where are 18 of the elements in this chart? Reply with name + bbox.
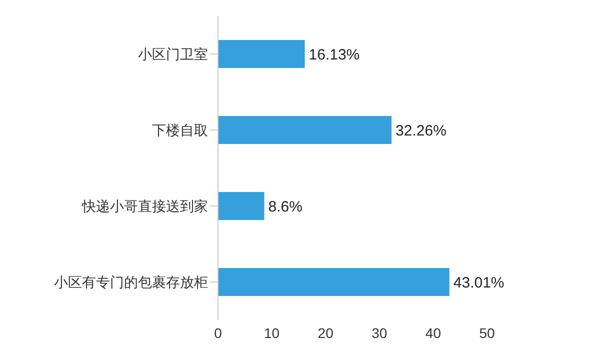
y-tick-label: 小区有专门的包裹存放柜 (54, 274, 208, 290)
bar (218, 116, 392, 144)
data-label: 8.6% (268, 198, 302, 216)
bar (218, 268, 450, 296)
x-tick-label: 30 (372, 324, 388, 341)
x-tick-label: 0 (214, 324, 222, 341)
x-tick-label: 40 (425, 324, 442, 341)
data-label: 32.26% (396, 122, 446, 140)
y-tick-label: 下楼自取 (152, 122, 208, 138)
bar (218, 40, 305, 68)
y-tick-label: 快递小哥直接送到家 (81, 198, 208, 214)
x-tick-label: 10 (264, 324, 280, 341)
x-tick-label: 50 (479, 324, 495, 341)
data-label: 16.13% (308, 46, 360, 64)
y-tick-label: 小区门卫室 (138, 46, 208, 62)
bar (218, 192, 264, 220)
data-label: 43.01% (453, 274, 504, 292)
x-tick-label: 20 (318, 324, 334, 341)
